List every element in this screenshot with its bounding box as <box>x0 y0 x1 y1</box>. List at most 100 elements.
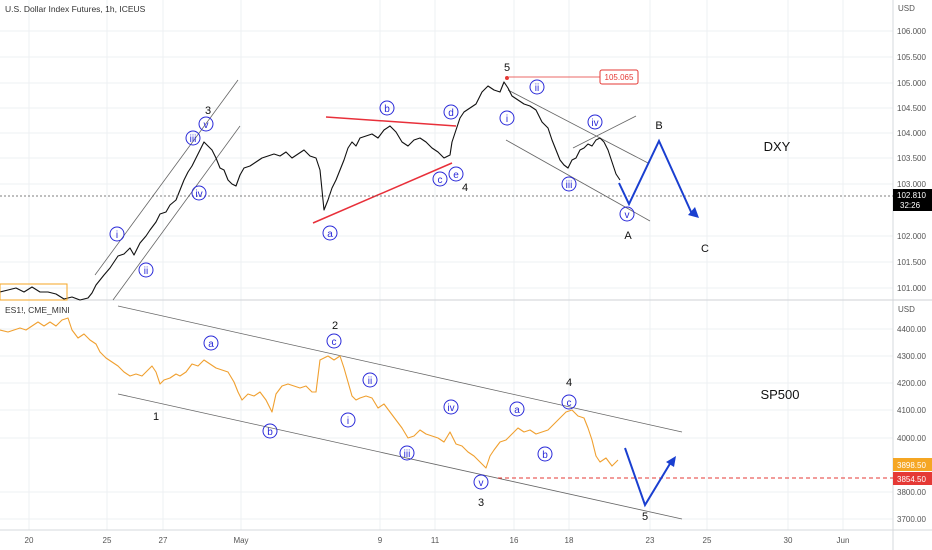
wave-label: v <box>625 210 630 221</box>
x-tick-label: Jun <box>837 536 850 545</box>
wave-label: 1 <box>153 411 159 423</box>
bottom-price-ticks: 4400.00 4300.00 4200.00 4100.00 4000.00 … <box>897 325 926 524</box>
wave-circle[interactable] <box>619 206 635 222</box>
x-tick-label: May <box>233 536 248 545</box>
wave-label: 5 <box>504 62 510 74</box>
wave-label: C <box>701 243 709 255</box>
x-tick-label: 18 <box>565 536 574 545</box>
tick-label: 4400.00 <box>897 325 926 334</box>
sp500-projection-path[interactable] <box>624 447 672 508</box>
dxy-channel-upper[interactable] <box>507 89 649 164</box>
tick-label: 105.500 <box>897 53 926 62</box>
wave-circle[interactable] <box>191 185 207 201</box>
x-tick-label: 11 <box>431 536 440 545</box>
wave-circle[interactable] <box>443 104 459 120</box>
x-tick-label: 23 <box>646 536 655 545</box>
wave-label: ii <box>144 266 148 277</box>
x-tick-label: 25 <box>703 536 712 545</box>
wave-circle[interactable] <box>399 445 415 461</box>
wave-circle[interactable] <box>499 110 515 126</box>
top-price-ticks: 106.000 105.500 105.000 104.500 104.000 … <box>897 27 926 293</box>
sp500-channel-upper[interactable] <box>117 305 683 433</box>
time-axis: 20 25 27 May 9 11 16 18 23 25 30 Jun <box>25 536 850 545</box>
grid <box>0 0 893 530</box>
dxy-subchannel[interactable] <box>572 115 637 149</box>
x-tick-label: 9 <box>378 536 383 545</box>
sp500-projection-arrowhead <box>666 456 676 467</box>
wave-circle[interactable] <box>432 171 448 187</box>
wave-label: ii <box>535 83 539 94</box>
x-tick-label: 27 <box>159 536 168 545</box>
wave-circle[interactable] <box>203 335 219 351</box>
wave-label: B <box>655 120 662 132</box>
wave-label: b <box>267 427 273 438</box>
wave-label: i <box>506 114 508 125</box>
dxy-price-value: 102.810 <box>897 191 926 200</box>
wave-label: c <box>567 398 572 409</box>
wave-circle[interactable] <box>109 226 125 242</box>
wave-label: iv <box>591 118 598 129</box>
dxy-wave-labels: i ii iii iv v 3 a b c d e 4 5 i ii iii i… <box>109 62 709 278</box>
es-level-value: 3854.50 <box>897 475 926 484</box>
wave-circle[interactable] <box>379 100 395 116</box>
wave-circle[interactable] <box>326 333 342 349</box>
wave-label: e <box>453 170 459 181</box>
wave3-channel-upper[interactable] <box>94 79 239 276</box>
wave-label: 4 <box>566 377 572 389</box>
dxy-high-label: 105.065 <box>605 73 634 82</box>
wave-label: iv <box>447 403 454 414</box>
tick-label: 101.000 <box>897 284 926 293</box>
wave-label: v <box>479 478 484 489</box>
wave-label: a <box>208 339 214 350</box>
wave-label: c <box>332 337 337 348</box>
wave-circle[interactable] <box>322 225 338 241</box>
wave-circle[interactable] <box>185 130 201 146</box>
wave-circle[interactable] <box>448 166 464 182</box>
dxy-channel-lower[interactable] <box>505 139 651 222</box>
wave-circle[interactable] <box>138 262 154 278</box>
wave-label: a <box>514 405 520 416</box>
bottom-axis-unit: USD <box>898 305 915 314</box>
dxy-high-marker <box>505 76 509 80</box>
wave-circle[interactable] <box>362 372 378 388</box>
es-price-line <box>0 317 619 469</box>
wave-label: v <box>204 120 209 131</box>
wave-label: i <box>116 230 118 241</box>
wave-circle[interactable] <box>561 176 577 192</box>
wave-circle[interactable] <box>537 446 553 462</box>
wave-circle[interactable] <box>473 474 489 490</box>
highlight-box[interactable] <box>0 283 68 301</box>
wave-label: i <box>347 416 349 427</box>
tick-label: 104.000 <box>897 129 926 138</box>
tick-label: 4300.00 <box>897 352 926 361</box>
tick-label: 106.000 <box>897 27 926 36</box>
es-price-value: 3898.50 <box>897 461 926 470</box>
x-tick-label: 20 <box>25 536 34 545</box>
wave-circle[interactable] <box>340 412 356 428</box>
dxy-price-tag <box>893 189 932 211</box>
triangle-lower-line[interactable] <box>312 162 453 224</box>
wave-label: iv <box>195 189 202 200</box>
wave-circle[interactable] <box>587 114 603 130</box>
wave-label: 3 <box>478 497 484 509</box>
tick-label: 105.000 <box>897 79 926 88</box>
dxy-price-line <box>0 81 621 301</box>
wave-label: iii <box>404 449 411 460</box>
wave-label: a <box>327 229 333 240</box>
sp500-channel-lower[interactable] <box>117 393 683 520</box>
dxy-panel-label: DXY <box>764 139 791 154</box>
dxy-projection-path[interactable] <box>618 138 693 215</box>
wave-circle[interactable] <box>198 116 214 132</box>
es-level-tag <box>893 472 932 485</box>
triangle-upper-line[interactable] <box>325 116 457 127</box>
wave-circle[interactable] <box>561 394 577 410</box>
wave-circle[interactable] <box>443 399 459 415</box>
wave-circle[interactable] <box>262 423 278 439</box>
wave-label: ii <box>368 376 372 387</box>
dxy-high-label-box[interactable] <box>599 69 639 85</box>
wave-circle[interactable] <box>509 401 525 417</box>
wave-circle[interactable] <box>529 79 545 95</box>
top-axis-unit: USD <box>898 4 915 13</box>
tick-label: 4200.00 <box>897 379 926 388</box>
wave3-channel-lower[interactable] <box>112 125 241 301</box>
